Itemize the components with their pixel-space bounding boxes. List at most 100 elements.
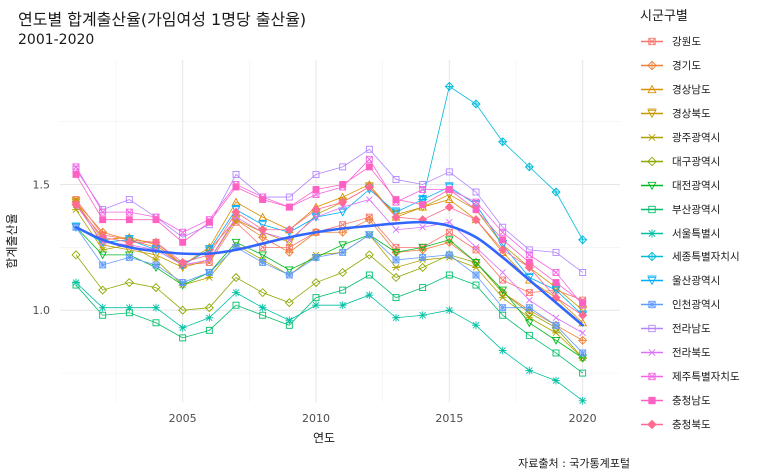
data-point bbox=[471, 99, 481, 109]
series-line bbox=[75, 201, 583, 341]
series-line bbox=[75, 158, 583, 306]
data-point bbox=[364, 250, 374, 260]
data-point bbox=[579, 369, 587, 377]
legend-item: 경기도 bbox=[640, 54, 768, 78]
data-point bbox=[312, 170, 320, 178]
data-point bbox=[499, 269, 506, 276]
data-point bbox=[151, 237, 161, 247]
data-point bbox=[552, 376, 560, 385]
data-point bbox=[99, 208, 107, 216]
legend-label: 제주특별자치도 bbox=[672, 370, 740, 383]
data-point bbox=[125, 303, 134, 312]
data-point bbox=[419, 284, 427, 292]
data-point bbox=[391, 207, 401, 217]
legend-label: 전라남도 bbox=[672, 323, 711, 336]
data-point bbox=[338, 197, 348, 207]
legend-item: 전라남도 bbox=[640, 317, 768, 341]
data-point bbox=[498, 288, 508, 298]
data-point bbox=[311, 278, 321, 288]
legend-item: 대구광역시 bbox=[640, 149, 768, 173]
legend-marker bbox=[647, 275, 657, 286]
series-line bbox=[75, 226, 583, 359]
legend-item: 서울특별시 bbox=[640, 221, 768, 245]
legend-key bbox=[641, 181, 663, 191]
data-point bbox=[419, 186, 427, 193]
data-point bbox=[339, 181, 347, 188]
data-point bbox=[205, 313, 214, 322]
data-point bbox=[552, 314, 560, 322]
legend-item: 경상북도 bbox=[640, 102, 768, 126]
data-point bbox=[552, 248, 560, 256]
data-point bbox=[204, 303, 214, 313]
legend-marker bbox=[648, 372, 656, 381]
series-layer bbox=[71, 81, 588, 405]
data-point bbox=[258, 232, 268, 242]
data-point bbox=[391, 272, 401, 283]
series-line bbox=[75, 226, 583, 354]
data-point bbox=[205, 326, 213, 334]
data-point bbox=[392, 313, 400, 322]
legend-marker bbox=[647, 108, 657, 119]
data-point bbox=[524, 162, 534, 172]
data-point bbox=[579, 299, 587, 307]
data-point bbox=[471, 215, 481, 225]
legend-label: 경상북도 bbox=[672, 108, 711, 121]
data-point bbox=[499, 236, 507, 244]
legend-key bbox=[641, 228, 663, 238]
data-point bbox=[259, 311, 267, 319]
data-point bbox=[552, 269, 560, 276]
data-point bbox=[71, 200, 81, 210]
legend: 시군구별 강원도 경기도 경상남도 경상북도 광주광역시 대구광역시 대전광역시 부산광역시 서… bbox=[640, 6, 768, 436]
legend-key bbox=[641, 419, 663, 429]
legend-label: 전라북도 bbox=[672, 347, 711, 360]
data-point bbox=[445, 168, 453, 176]
data-point bbox=[472, 244, 480, 251]
legend-title: 시군구별 bbox=[640, 9, 688, 24]
x-axis-label: 연도 bbox=[313, 431, 335, 445]
data-point bbox=[72, 278, 80, 287]
data-point bbox=[444, 81, 454, 91]
data-point bbox=[525, 289, 533, 297]
series-전라북도 bbox=[72, 196, 586, 337]
data-point bbox=[152, 303, 160, 312]
data-point bbox=[445, 306, 454, 315]
data-point bbox=[151, 283, 161, 293]
data-point bbox=[179, 279, 187, 287]
data-point bbox=[338, 267, 348, 278]
legend-label: 인천광역시 bbox=[672, 299, 721, 312]
data-point bbox=[98, 285, 108, 295]
data-point bbox=[472, 198, 480, 206]
data-point bbox=[365, 155, 373, 163]
data-point bbox=[526, 296, 533, 304]
data-point bbox=[525, 331, 533, 339]
data-point bbox=[366, 196, 373, 203]
data-point bbox=[285, 316, 294, 325]
data-point bbox=[179, 238, 187, 246]
data-point bbox=[204, 245, 214, 255]
data-point bbox=[578, 335, 588, 345]
data-point bbox=[498, 137, 508, 147]
legend-marker bbox=[648, 301, 656, 309]
data-point bbox=[206, 256, 213, 264]
data-point bbox=[364, 182, 374, 192]
data-point bbox=[311, 205, 321, 215]
data-point bbox=[419, 223, 426, 231]
data-point bbox=[552, 279, 560, 287]
data-point bbox=[365, 291, 374, 300]
data-point bbox=[499, 223, 507, 231]
series-line bbox=[75, 282, 583, 402]
data-point bbox=[392, 264, 400, 271]
data-point bbox=[579, 329, 586, 337]
chart-caption: 자료출처 : 국가통계포털 bbox=[518, 457, 630, 470]
legend-key bbox=[641, 275, 663, 286]
data-point bbox=[258, 251, 268, 260]
legend-key bbox=[641, 324, 663, 333]
series-line bbox=[75, 186, 583, 316]
legend-marker bbox=[648, 324, 656, 333]
data-point bbox=[552, 321, 560, 329]
x-tick-label: 2020 bbox=[569, 412, 597, 425]
series-line bbox=[75, 186, 583, 311]
data-point bbox=[152, 319, 160, 327]
data-point bbox=[552, 349, 560, 357]
